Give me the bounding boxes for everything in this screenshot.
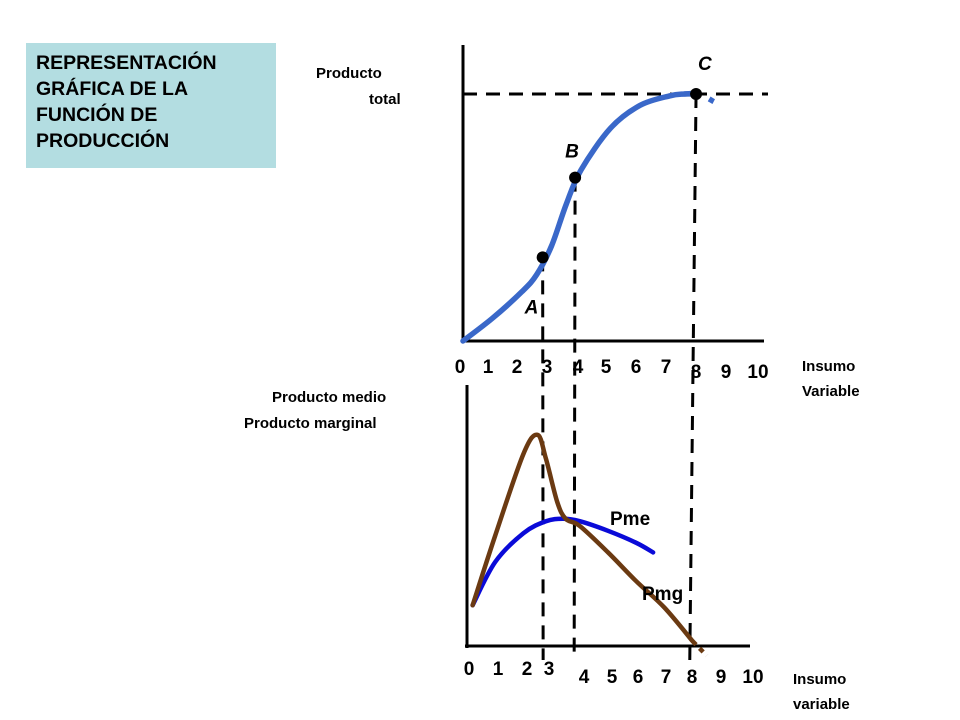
top-x-tick-8: 8 bbox=[691, 362, 702, 383]
guide-line-c bbox=[688, 93, 698, 661]
bottom-x-tick-8: 8 bbox=[687, 667, 698, 688]
guide-lines bbox=[463, 92, 768, 661]
bottom-x-tick-3: 3 bbox=[544, 659, 555, 680]
top-x-tick-3: 3 bbox=[542, 357, 553, 378]
chart-title-box: REPRESENTACIÓN GRÁFICA DE LA FUNCIÓN DE … bbox=[26, 43, 276, 168]
top-xlabel-line1: Insumo bbox=[802, 358, 855, 375]
bottom-xlabel-line2: variable bbox=[793, 696, 850, 713]
point-label-b: B bbox=[565, 142, 579, 163]
total-product-curve bbox=[460, 91, 702, 344]
top-xlabel-line2: Variable bbox=[802, 383, 860, 400]
curves-layer bbox=[460, 90, 716, 658]
top-x-tick-2: 2 bbox=[512, 357, 523, 378]
top-ylabel-line2: total bbox=[369, 91, 401, 108]
bottom-x-tick-5: 5 bbox=[607, 667, 618, 688]
bottom-ylabel-line2: Producto marginal bbox=[244, 415, 377, 432]
top-x-tick-5: 5 bbox=[601, 357, 612, 378]
marginal-product-curve-dotted bbox=[690, 639, 709, 658]
top-ylabel-line1: Producto bbox=[316, 65, 382, 82]
bottom-x-tick-1: 1 bbox=[493, 659, 504, 680]
series-label-pme: Pme bbox=[610, 509, 650, 530]
bottom-ylabel-line1: Producto medio bbox=[272, 389, 386, 406]
top-x-tick-4: 4 bbox=[573, 357, 584, 378]
point-label-c: C bbox=[698, 54, 712, 75]
bottom-x-tick-9: 9 bbox=[716, 667, 727, 688]
top-x-tick-0: 0 bbox=[455, 357, 466, 378]
marginal-product-curve bbox=[470, 432, 695, 644]
bottom-xlabel-line1: Insumo bbox=[793, 671, 846, 688]
bottom-x-tick-10: 10 bbox=[742, 667, 763, 688]
top-x-tick-7: 7 bbox=[661, 357, 672, 378]
bottom-x-tick-0: 0 bbox=[464, 659, 475, 680]
point-a bbox=[536, 251, 549, 264]
bottom-x-tick-6: 6 bbox=[633, 667, 644, 688]
point-c bbox=[690, 88, 703, 100]
point-b bbox=[569, 171, 582, 184]
top-x-tick-1: 1 bbox=[483, 357, 494, 378]
bottom-x-tick-2: 2 bbox=[522, 659, 533, 680]
bottom-x-tick-7: 7 bbox=[661, 667, 672, 688]
bottom-x-tick-4: 4 bbox=[579, 667, 590, 688]
series-label-pmg: Pmg bbox=[642, 584, 683, 605]
guide-line-b bbox=[572, 177, 577, 661]
point-label-a: A bbox=[524, 297, 539, 318]
top-x-tick-9: 9 bbox=[721, 362, 732, 383]
top-x-tick-6: 6 bbox=[631, 357, 642, 378]
average-product-curve bbox=[470, 516, 656, 608]
top-x-tick-10: 10 bbox=[747, 362, 768, 383]
